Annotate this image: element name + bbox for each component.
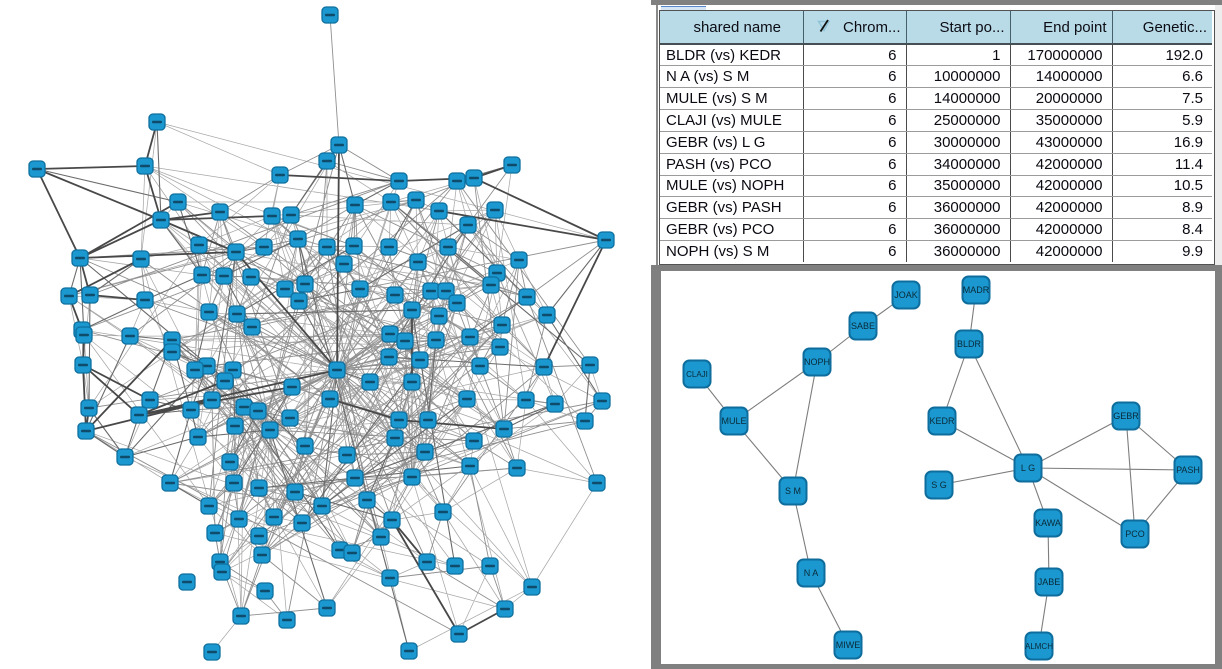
svg-text:JABE: JABE (1038, 577, 1061, 587)
svg-text:CLAJI: CLAJI (686, 370, 708, 379)
svg-text:NOPH: NOPH (804, 357, 830, 367)
svg-text:SABE: SABE (851, 321, 875, 331)
svg-text:MADR: MADR (963, 285, 990, 295)
svg-text:N A: N A (804, 568, 819, 578)
svg-text:PASH: PASH (1176, 465, 1200, 475)
svg-text:BLDR: BLDR (957, 339, 982, 349)
svg-text:S G: S G (931, 480, 947, 490)
svg-text:MULE: MULE (721, 416, 746, 426)
svg-text:GEBR: GEBR (1113, 411, 1139, 421)
svg-text:ALMCH: ALMCH (1025, 642, 1053, 651)
svg-text:KAWA: KAWA (1035, 518, 1061, 528)
svg-text:JOAK: JOAK (894, 290, 918, 300)
svg-text:MIWE: MIWE (836, 640, 861, 650)
svg-text:L G: L G (1021, 463, 1035, 473)
svg-text:KEDR: KEDR (929, 416, 955, 426)
svg-text:PCO: PCO (1125, 529, 1145, 539)
svg-text:S M: S M (785, 486, 801, 496)
